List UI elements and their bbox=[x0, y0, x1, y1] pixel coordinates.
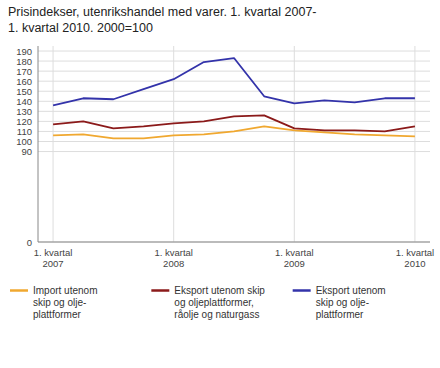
legend-label-line: råolje og naturgass bbox=[174, 309, 259, 320]
series-line bbox=[53, 58, 415, 105]
y-tick-label: 0 bbox=[27, 237, 32, 248]
y-tick-label: 100 bbox=[16, 136, 32, 147]
y-grid-line bbox=[38, 141, 430, 142]
legend-label-line: og oljeplattformer, bbox=[174, 297, 254, 308]
series-lines bbox=[53, 58, 415, 138]
axes: 0 90100110120130140150160170180190 1. kvar… bbox=[16, 46, 434, 269]
legend-label: Import utenomskip og olje-plattformer bbox=[33, 285, 97, 320]
y-tick-label: 160 bbox=[16, 76, 32, 87]
legend-label-line: plattformer bbox=[316, 309, 364, 320]
x-tick-label-line: 2010 bbox=[404, 258, 425, 269]
y-tick-label: 150 bbox=[16, 86, 32, 97]
y-tick-label: 130 bbox=[16, 106, 32, 117]
y-grid-line bbox=[38, 151, 430, 152]
x-tick-label-line: 1. kvartal bbox=[396, 247, 435, 258]
legend-label-line: Import utenom bbox=[33, 285, 97, 296]
legend-label-line: skip og olje- bbox=[316, 297, 369, 308]
y-grid-line bbox=[38, 71, 430, 72]
y-tick-label: 120 bbox=[16, 116, 32, 127]
x-tick-label-line: 1. kvartal bbox=[275, 247, 314, 258]
x-tick-label-line: 1. kvartal bbox=[34, 247, 73, 258]
y-grid-line bbox=[38, 61, 430, 62]
x-grid-line bbox=[53, 46, 54, 242]
x-tick-label-line: 2008 bbox=[163, 258, 184, 269]
x-tick-label: 1. kvartal2007 bbox=[34, 247, 73, 269]
x-tick-label: 1. kvartal2009 bbox=[275, 247, 314, 269]
x-tick-label-line: 1. kvartal bbox=[154, 247, 193, 258]
title: Prisindekser, utenrikshandel med varer. … bbox=[8, 5, 317, 19]
legend-swatch bbox=[151, 289, 169, 292]
y-grid-line bbox=[38, 121, 430, 122]
y-tick-label: 180 bbox=[16, 56, 32, 67]
legend-label-line: skip og olje- bbox=[33, 297, 86, 308]
legend: Import utenomskip og olje-plattformerEks… bbox=[10, 285, 386, 320]
y-axis-line bbox=[38, 46, 39, 242]
legend-label: Eksport utenomskip og olje-plattformer bbox=[316, 285, 386, 320]
legend-label: Eksport utenom skipog oljeplattformer,rå… bbox=[174, 285, 265, 320]
legend-swatch bbox=[293, 289, 311, 292]
subtitle: 1. kvartal 2010. 2000=100 bbox=[8, 21, 153, 35]
x-tick-label-line: 2009 bbox=[284, 258, 305, 269]
x-grid-line bbox=[294, 46, 295, 242]
legend-label-line: Eksport utenom bbox=[316, 285, 386, 296]
x-axis-line bbox=[38, 242, 430, 243]
grid bbox=[38, 46, 430, 242]
x-tick-label: 1. kvartal2010 bbox=[396, 247, 435, 269]
y-tick-label: 190 bbox=[16, 46, 32, 57]
y-grid-line bbox=[38, 81, 430, 82]
series-line bbox=[53, 126, 415, 138]
y-grid-line bbox=[38, 111, 430, 112]
y-tick-label: 90 bbox=[21, 146, 32, 157]
y-grid-line bbox=[38, 51, 430, 52]
legend-label-line: plattformer bbox=[33, 309, 81, 320]
y-tick-label: 110 bbox=[17, 126, 32, 137]
legend-label-line: Eksport utenom skip bbox=[174, 285, 265, 296]
y-tick-label: 140 bbox=[16, 96, 32, 107]
y-grid-line bbox=[38, 91, 430, 92]
x-tick-label-line: 2007 bbox=[43, 258, 64, 269]
legend-swatch bbox=[10, 289, 28, 292]
series-line bbox=[53, 115, 415, 131]
chart-svg: Prisindekser, utenrikshandel med varer. … bbox=[0, 0, 440, 368]
y-grid-line bbox=[38, 242, 430, 243]
x-grid-line bbox=[173, 46, 174, 242]
x-tick-label: 1. kvartal2008 bbox=[154, 247, 193, 269]
y-tick-label: 170 bbox=[16, 66, 32, 77]
x-grid-line bbox=[414, 46, 415, 242]
